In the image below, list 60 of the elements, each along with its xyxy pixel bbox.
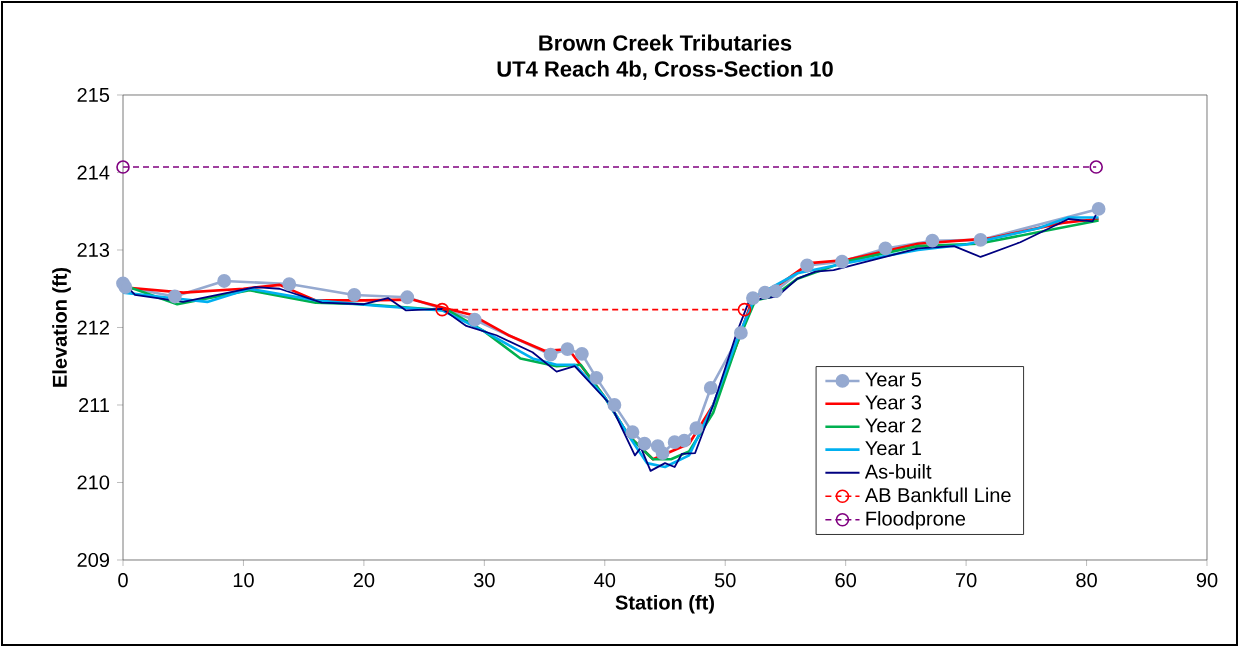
x-tick-label: 30: [473, 573, 495, 588]
y-tick-label: 215: [77, 87, 110, 103]
legend-label: As-built: [864, 464, 932, 479]
point: [575, 346, 589, 361]
y-axis-title: Elevation (ft): [52, 267, 71, 387]
y-tick-label: 212: [77, 320, 109, 335]
point: [1091, 202, 1106, 216]
point: [560, 342, 575, 357]
point: [758, 285, 772, 300]
point: [835, 254, 849, 269]
point: [435, 302, 449, 317]
x-tick-label: 60: [835, 573, 857, 588]
y-tick-label: 211: [79, 398, 109, 412]
point: [878, 241, 893, 256]
x-tick-label: 50: [714, 573, 736, 588]
point: [1089, 160, 1103, 174]
legend-label: Floodprone: [866, 510, 966, 530]
x-tick-label: 70: [956, 573, 977, 588]
point: [746, 291, 760, 305]
x-tick-label: 40: [594, 573, 616, 588]
y-tick-label: 209: [77, 552, 110, 568]
legend-label: Year 3: [865, 395, 922, 410]
x-tick-label: 0: [118, 573, 128, 588]
x-tick-label: 80: [1076, 573, 1097, 588]
point: [282, 277, 297, 291]
x-tick-label: 10: [233, 573, 254, 588]
point: [637, 436, 652, 451]
point: [737, 302, 752, 317]
point: [677, 433, 692, 448]
y-tick-label: 210: [77, 475, 110, 490]
x-tick-label: 20: [353, 573, 375, 588]
x-axis-title: Station (ft): [615, 594, 714, 614]
legend-label: Year 1: [865, 441, 921, 456]
point: [768, 284, 783, 298]
point: [400, 290, 415, 305]
point: [973, 233, 988, 247]
point: [217, 274, 232, 288]
point: [655, 446, 670, 460]
point: [347, 288, 362, 302]
point: [116, 160, 130, 174]
point: [733, 326, 748, 340]
point: [167, 289, 182, 304]
legend-label: Year 5: [865, 372, 922, 387]
point: [607, 398, 622, 412]
legend-label: Year 2: [865, 418, 921, 433]
chart-subtitle: UT4 Reach 4b, Cross-Section 10: [497, 60, 833, 80]
point: [589, 370, 604, 385]
point: [118, 280, 133, 295]
point: [467, 312, 482, 327]
y-tick-label: 213: [77, 242, 110, 258]
point: [543, 347, 558, 362]
legend-label: AB Bankfull Line: [864, 487, 1011, 503]
point: [800, 258, 815, 273]
point: [703, 381, 718, 395]
y-tick-label: 214: [77, 165, 110, 180]
point: [689, 421, 704, 436]
chart-title: Brown Creek Tributaries: [539, 34, 792, 51]
x-tick-label: 90: [1196, 573, 1218, 588]
point: [625, 425, 640, 440]
point: [925, 233, 940, 248]
